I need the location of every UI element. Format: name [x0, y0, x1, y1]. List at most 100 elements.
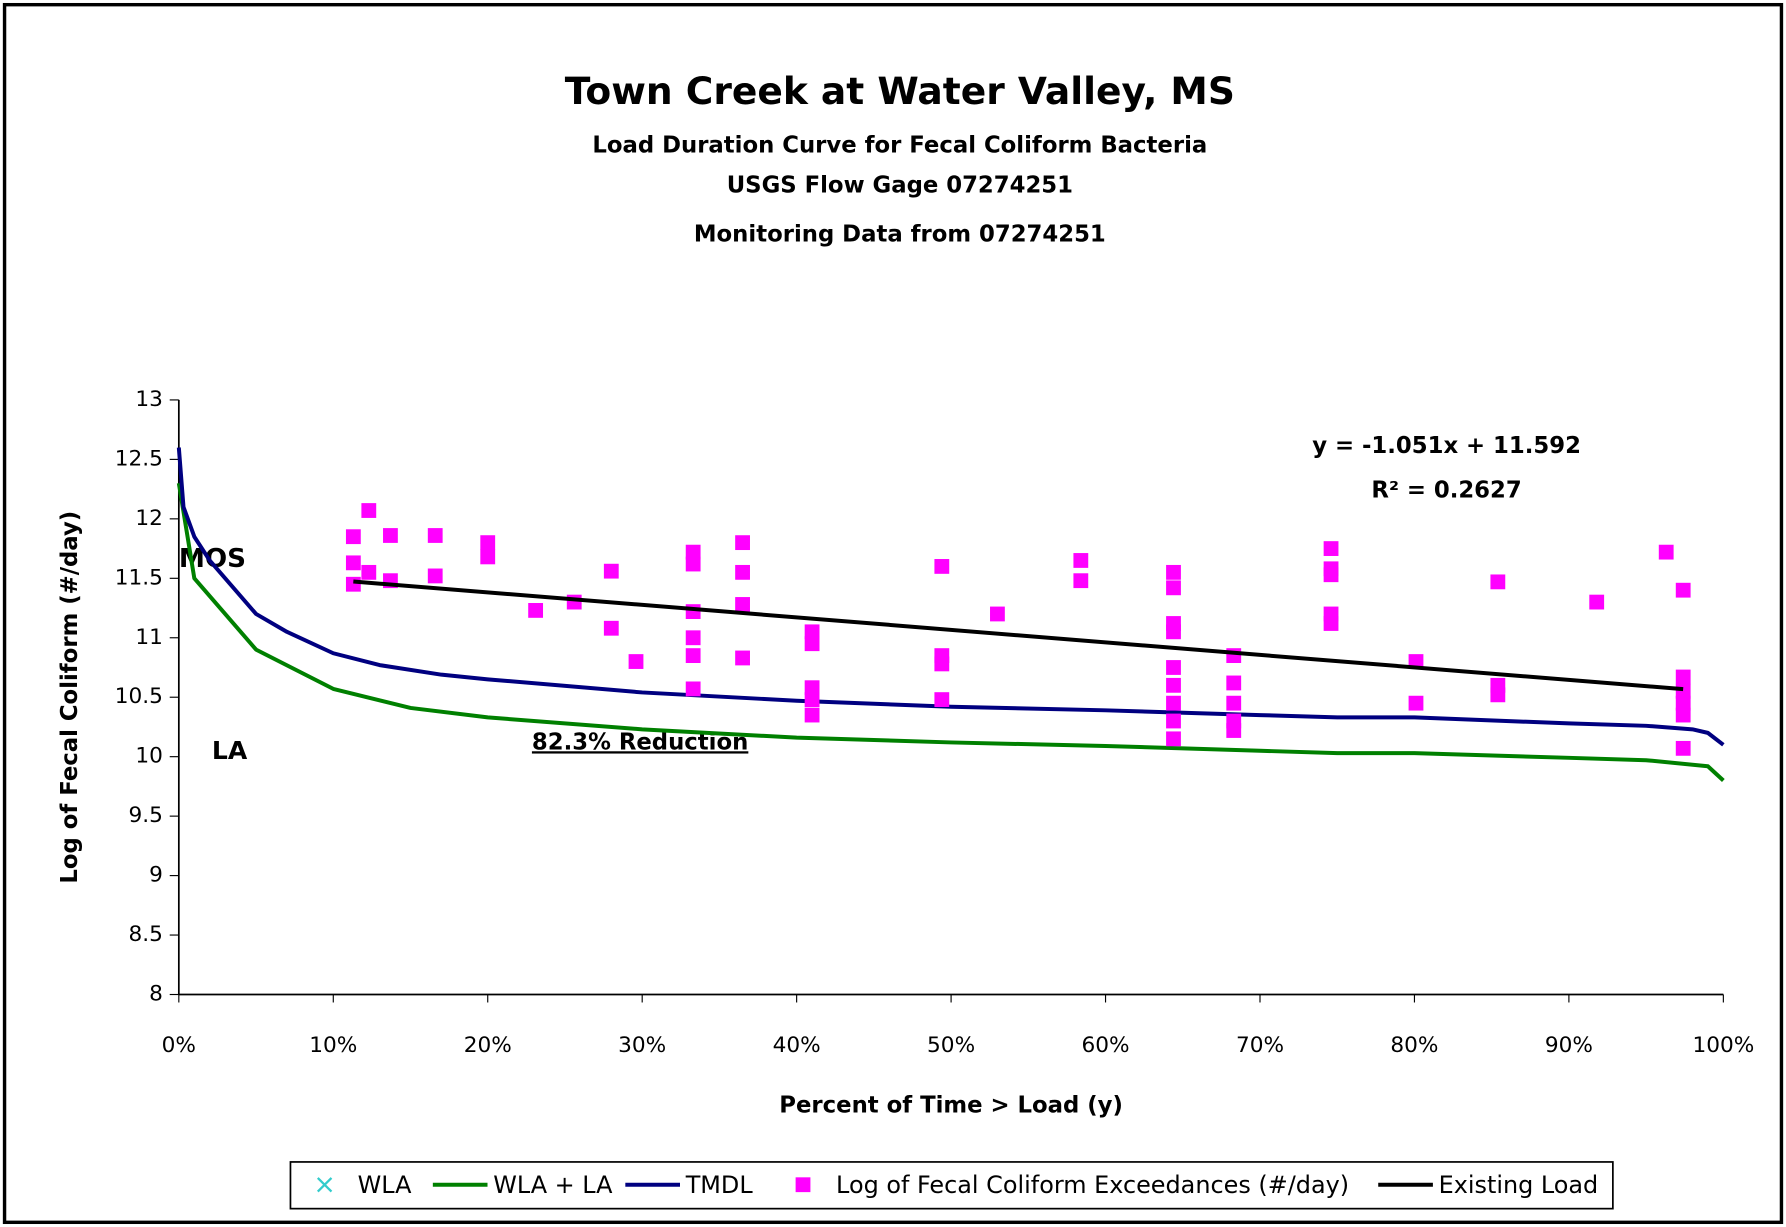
data-point	[1226, 723, 1242, 738]
data-point	[685, 604, 701, 620]
y-tick-label: 11	[135, 625, 163, 650]
data-point	[1490, 687, 1506, 703]
x-tick-label: 70%	[1236, 1033, 1284, 1058]
legend-label: WLA + LA	[493, 1171, 613, 1199]
data-point	[480, 535, 496, 551]
data-point	[1166, 580, 1181, 596]
legend-label: TMDL	[685, 1171, 754, 1199]
y-tick-label: 10.5	[115, 684, 163, 709]
data-point	[804, 707, 820, 723]
data-point	[603, 620, 619, 636]
x-tick-label: 50%	[927, 1033, 975, 1058]
x-tick-label: 60%	[1082, 1033, 1130, 1058]
data-point	[1166, 713, 1181, 729]
y-tick-label: 8	[149, 982, 163, 1007]
chart-title: Town Creek at Water Valley, MS	[565, 69, 1235, 113]
data-point	[735, 535, 750, 551]
data-point	[685, 648, 701, 664]
data-point	[1226, 695, 1242, 711]
trend-equation: y = -1.051x + 11.592	[1312, 433, 1581, 459]
data-point	[361, 564, 377, 580]
series-line	[353, 579, 1684, 692]
y-tick-label: 12.5	[115, 446, 163, 471]
data-point	[1589, 594, 1605, 610]
y-tick-label: 9	[149, 863, 163, 888]
data-point	[1675, 707, 1691, 723]
data-point	[1675, 740, 1691, 756]
data-point	[383, 528, 398, 543]
data-point	[685, 681, 701, 697]
data-point	[1675, 669, 1691, 685]
legend-swatch	[316, 1177, 333, 1193]
y-tick-label: 11.5	[115, 565, 163, 590]
data-point	[804, 692, 820, 708]
data-point	[361, 503, 377, 518]
legend-label: WLA	[358, 1171, 413, 1199]
data-point	[1166, 660, 1181, 675]
data-point	[804, 624, 820, 640]
data-point	[1073, 553, 1089, 568]
x-tick-label: 80%	[1390, 1033, 1438, 1058]
data-point	[990, 606, 1005, 622]
data-point	[735, 597, 750, 612]
annotation: LA	[212, 736, 248, 765]
data-point	[427, 568, 443, 584]
y-tick-label: 13	[135, 387, 163, 412]
chart-subtitle: USGS Flow Gage 07274251	[727, 172, 1073, 198]
data-point	[1166, 564, 1181, 580]
data-point	[528, 603, 544, 618]
data-point	[1323, 616, 1339, 631]
data-point	[1675, 582, 1691, 598]
data-point	[685, 630, 701, 646]
data-point	[628, 654, 644, 669]
legend-label: Log of Fecal Coliform Exceedances (#/day…	[836, 1171, 1349, 1199]
chart-subtitle: Monitoring Data from 07274251	[694, 221, 1106, 247]
data-point	[603, 563, 619, 579]
data-point	[1408, 695, 1424, 711]
x-tick-label: 90%	[1545, 1033, 1593, 1058]
data-point	[345, 529, 361, 545]
data-point	[1490, 574, 1506, 590]
y-tick-label: 8.5	[128, 922, 162, 947]
x-tick-label: 20%	[464, 1033, 512, 1058]
y-tick-label: 12	[135, 506, 163, 531]
data-point	[685, 544, 701, 560]
chart-subtitle: Load Duration Curve for Fecal Coliform B…	[592, 132, 1207, 158]
x-axis-label: Percent of Time > Load (y)	[779, 1093, 1123, 1119]
data-point	[685, 556, 701, 572]
data-point	[1166, 695, 1181, 711]
x-tick-label: 30%	[618, 1033, 666, 1058]
data-point	[1166, 731, 1181, 747]
data-point	[345, 555, 361, 571]
data-point	[1323, 567, 1339, 583]
data-point	[1166, 624, 1181, 640]
data-point	[1166, 677, 1181, 693]
data-point	[735, 564, 750, 580]
x-tick-label: 0%	[162, 1033, 196, 1058]
data-point	[735, 650, 750, 666]
x-tick-label: 40%	[773, 1033, 821, 1058]
y-tick-label: 9.5	[128, 803, 162, 828]
series-line	[176, 447, 1725, 747]
data-point	[804, 680, 820, 696]
y-tick-label: 10	[135, 744, 163, 769]
data-point	[566, 594, 582, 610]
data-point	[1323, 541, 1339, 556]
legend-swatch	[795, 1177, 811, 1193]
legend-label: Existing Load	[1439, 1171, 1599, 1199]
data-point	[1675, 695, 1691, 711]
data-point	[345, 576, 361, 592]
data-point	[934, 692, 950, 708]
x-tick-label: 10%	[309, 1033, 357, 1058]
data-point	[1658, 544, 1674, 560]
trend-r2: R² = 0.2627	[1371, 478, 1521, 504]
x-tick-label: 100%	[1692, 1033, 1754, 1058]
data-point	[427, 528, 443, 543]
data-point	[934, 559, 950, 574]
data-point	[1073, 573, 1089, 589]
data-point	[480, 549, 496, 565]
data-point	[804, 636, 820, 652]
y-axis-label: Log of Fecal Coliform (#/day)	[57, 511, 83, 884]
